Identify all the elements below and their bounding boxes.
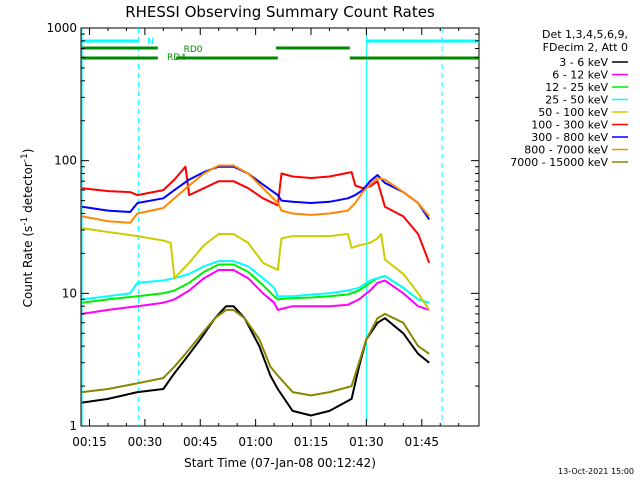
series-line-6 (81, 165, 431, 264)
footer-timestamp: 13-Oct-2021 15:00 (558, 467, 634, 476)
legend-header-line-2: FDecim 2, Att 0 (543, 41, 628, 54)
legend-entry-label: 50 - 100 keV (538, 106, 608, 119)
annotation-label-rd0: RD0 (184, 45, 203, 55)
legend-entry-label: 25 - 50 keV (545, 94, 608, 107)
legend: Det 1,3,4,5,6,9, FDecim 2, Att 0 3 - 6 k… (510, 28, 628, 169)
y-axis-label-main: Count Rate (s (21, 226, 35, 308)
legend-entry-label: 800 - 7000 keV (524, 144, 608, 157)
series-line-1 (81, 305, 430, 417)
x-tick-label: 01:15 (294, 435, 329, 449)
y-axis-label-sup2: -1 (20, 153, 30, 162)
legend-header-line-1: Det 1,3,4,5,6,9, (542, 28, 628, 41)
y-tick-label: 1 (69, 419, 77, 433)
x-tick-label: 00:30 (128, 435, 163, 449)
y-axis-label-mid: detector (21, 162, 35, 217)
x-tick-label: 01:00 (238, 435, 273, 449)
series-line-5 (81, 227, 431, 311)
x-axis-ticks: 00:15 00:30 00:45 01:00 01:15 01:30 01:45 (72, 28, 460, 449)
y-axis-label: Count Rate (s-1 detector-1) (20, 149, 35, 308)
annotation-label-n: N (147, 37, 154, 47)
y-axis-ticks: 1 10 100 1000 (46, 21, 479, 433)
x-axis-label: Start Time (07-Jan-08 00:12:42) (184, 456, 376, 470)
legend-entry-label: 300 - 800 keV (531, 131, 608, 144)
x-tick-label: 00:15 (72, 435, 107, 449)
x-tick-label: 01:30 (349, 435, 384, 449)
legend-entry-label: 12 - 25 keV (545, 81, 608, 94)
chart-title: RHESSI Observing Summary Count Rates (125, 3, 435, 21)
plot-frame (80, 27, 480, 427)
series-line-2 (81, 269, 430, 315)
vertical-markers (81, 28, 443, 426)
series-line-8 (81, 164, 430, 224)
y-axis-label-end: ) (21, 149, 35, 154)
legend-entry-label: 7000 - 15000 keV (510, 156, 608, 169)
y-axis-label-sup1: -1 (20, 217, 30, 226)
series-line-7 (81, 165, 431, 221)
series-lines (81, 164, 431, 417)
y-tick-label: 10 (62, 286, 77, 300)
legend-entry-label: 6 - 12 keV (552, 69, 608, 82)
legend-entry-label: 3 - 6 keV (559, 56, 608, 69)
y-tick-label: 1000 (46, 21, 77, 35)
series-line-9 (81, 308, 430, 397)
annotation-label-rd4: RD4 (167, 53, 186, 63)
x-tick-label: 01:45 (404, 435, 439, 449)
series-line-4 (81, 260, 430, 304)
legend-entry-label: 100 - 300 keV (531, 119, 608, 132)
x-tick-label: 00:45 (183, 435, 218, 449)
y-tick-label: 100 (54, 154, 77, 168)
